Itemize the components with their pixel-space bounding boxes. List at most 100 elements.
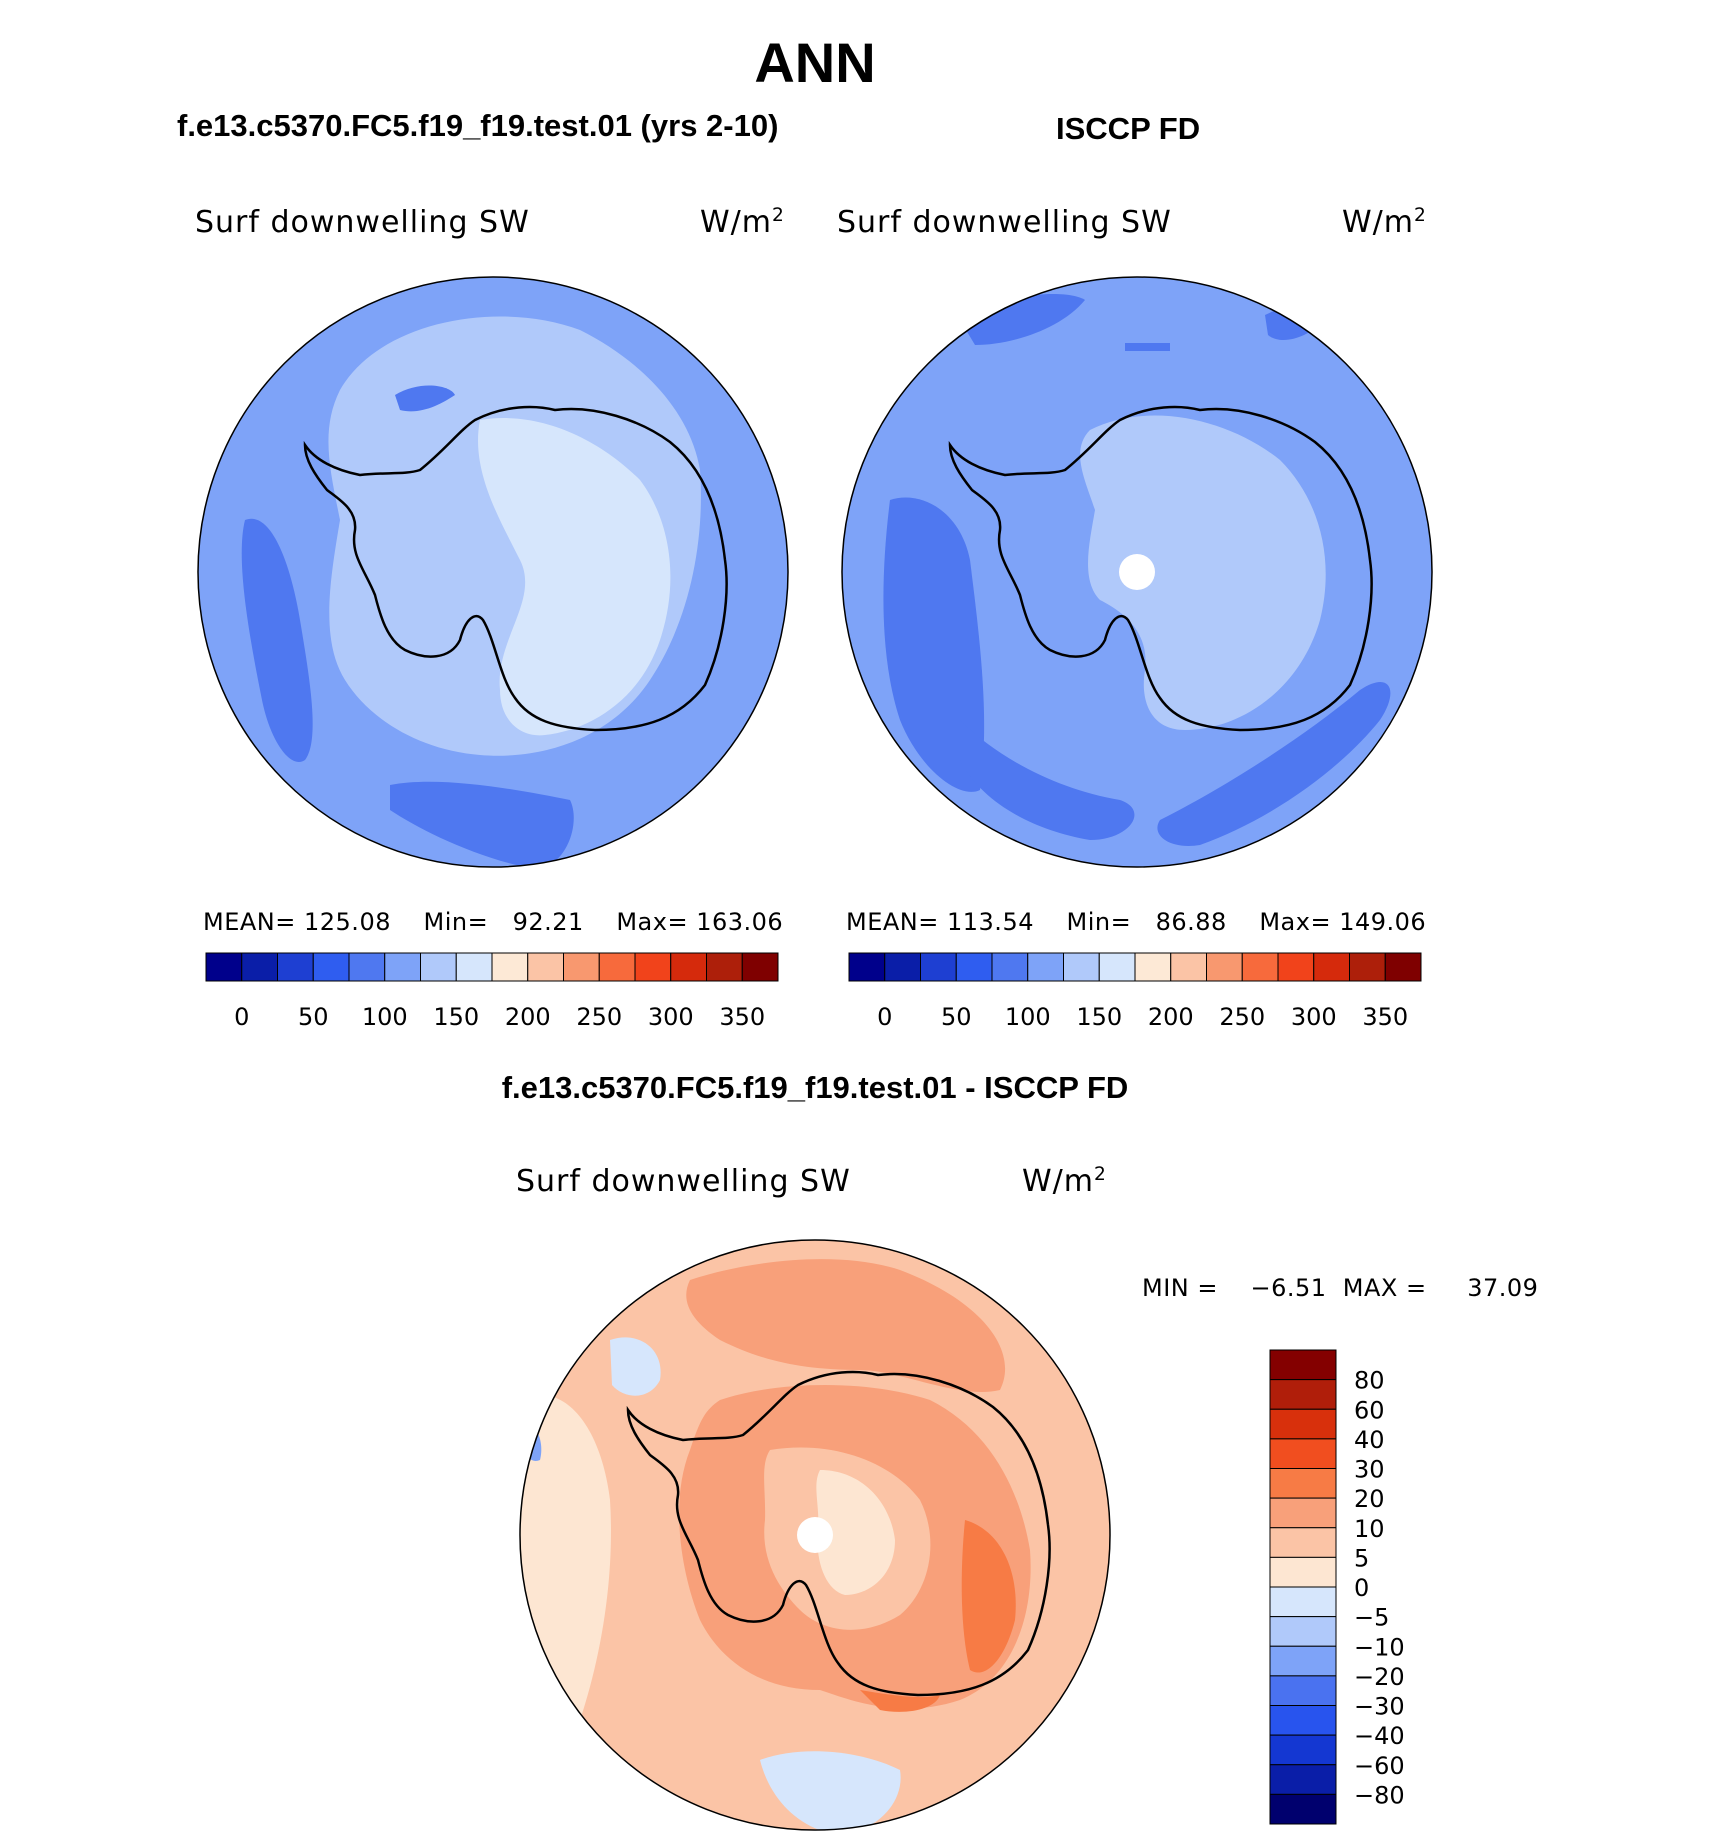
diff-colorbar-label: −40	[1354, 1722, 1405, 1750]
model-colorbar-label: 100	[362, 1003, 408, 1031]
diff-colorbar-label: −5	[1354, 1604, 1389, 1632]
diff-colorbar-box	[1269, 1556, 1337, 1588]
model-colorbar-label: 150	[433, 1003, 479, 1031]
diff-colorbar-box	[1269, 1497, 1337, 1529]
obs-colorbar-label: 150	[1076, 1003, 1122, 1031]
model-colorbar-label: 200	[505, 1003, 551, 1031]
diff-colorbar-label: −20	[1354, 1663, 1405, 1691]
model-colorbar-box	[348, 952, 386, 982]
obs-stats: MEAN= 113.54 Min= 86.88 Max= 149.06	[846, 908, 1427, 936]
model-colorbar-box	[420, 952, 457, 982]
diff-colorbar-label: −80	[1354, 1781, 1405, 1809]
obs-colorbar-label: 50	[941, 1003, 972, 1031]
diff-colorbar-box	[1269, 1734, 1337, 1766]
obs-colorbar-box	[1241, 952, 1279, 982]
obs-colorbar-box	[1384, 952, 1422, 982]
model-map	[197, 276, 789, 868]
diff-colorbar-box	[1269, 1793, 1337, 1825]
diff-colorbar-box	[1269, 1527, 1337, 1558]
diff-colorbar-box	[1269, 1645, 1337, 1677]
diff-colorbar-label: 80	[1354, 1367, 1385, 1395]
diff-panel-title: f.e13.c5370.FC5.f19_f19.test.01 - ISCCP …	[501, 1070, 1129, 1105]
diff-colorbar-box	[1269, 1379, 1337, 1410]
diff-colorbar-label: 0	[1354, 1574, 1369, 1602]
obs-colorbar-box	[991, 952, 1029, 982]
obs-colorbar-box	[1027, 952, 1064, 982]
diff-colorbar-label: 60	[1354, 1396, 1385, 1424]
obs-min: 86.88	[1155, 908, 1227, 936]
obs-colorbar-box	[1206, 952, 1243, 982]
obs-colorbar-label: 0	[877, 1003, 892, 1031]
obs-colorbar-box	[1313, 952, 1350, 982]
season-title: ANN	[754, 31, 876, 94]
model-colorbar-label: 250	[576, 1003, 622, 1031]
obs-variable-label: Surf downwelling SW	[837, 205, 1172, 240]
diff-colorbar-label: −10	[1354, 1633, 1405, 1661]
obs-colorbar-label: 250	[1219, 1003, 1265, 1031]
model-units-label: W/m2	[700, 205, 785, 240]
diff-colorbar-box	[1269, 1675, 1337, 1706]
model-colorbar-box	[312, 952, 350, 982]
model-colorbar-box	[241, 952, 278, 982]
diff-units-label: W/m2	[1022, 1164, 1107, 1199]
model-colorbar-box	[706, 952, 743, 982]
obs-colorbar-box	[884, 952, 921, 982]
obs-mean: 113.54	[947, 908, 1034, 936]
model-colorbar-label: 0	[234, 1003, 249, 1031]
diff-colorbar-label: 30	[1354, 1456, 1385, 1484]
model-colorbar-box	[563, 952, 600, 982]
model-colorbar-box	[527, 952, 564, 982]
model-colorbar-box	[384, 952, 421, 982]
obs-colorbar-box	[955, 952, 993, 982]
diff-map	[519, 1239, 1111, 1831]
model-colorbar-box	[205, 952, 243, 982]
diff-colorbar-box	[1269, 1764, 1337, 1795]
diff-colorbar-box	[1269, 1408, 1337, 1440]
model-colorbar-box	[670, 952, 707, 982]
obs-colorbar-label: 350	[1362, 1003, 1408, 1031]
obs-units-label: W/m2	[1342, 205, 1427, 240]
model-panel-title: f.e13.c5370.FC5.f19_f19.test.01 (yrs 2-1…	[177, 108, 779, 143]
obs-map	[841, 276, 1433, 868]
obs-colorbar-box	[1134, 952, 1172, 982]
model-colorbar-box	[634, 952, 672, 982]
diff-colorbar-label: 5	[1354, 1544, 1369, 1572]
diff-colorbar-box	[1269, 1705, 1337, 1736]
diff-colorbar-box	[1269, 1349, 1337, 1381]
obs-colorbar-box	[1349, 952, 1386, 982]
obs-colorbar-label: 300	[1291, 1003, 1337, 1031]
model-colorbar-box	[741, 952, 779, 982]
diff-colorbar-label: 20	[1354, 1485, 1385, 1513]
obs-panel-title: ISCCP FD	[1056, 111, 1201, 146]
obs-colorbar-label: 100	[1005, 1003, 1051, 1031]
diff-minmax: MIN = −6.51 MAX = 37.09	[1142, 1274, 1539, 1302]
model-colorbar-label: 50	[298, 1003, 329, 1031]
model-colorbar-label: 300	[648, 1003, 694, 1031]
obs-colorbar-box	[1063, 952, 1100, 982]
obs-colorbar-box	[848, 952, 886, 982]
obs-colorbar-label: 200	[1148, 1003, 1194, 1031]
obs-max: 149.06	[1339, 908, 1427, 936]
diff-colorbar-label: −30	[1354, 1693, 1405, 1721]
model-colorbar-box	[598, 952, 636, 982]
obs-colorbar-box	[1170, 952, 1207, 982]
diff-colorbar-label: 40	[1354, 1426, 1385, 1454]
diff-colorbar-box	[1269, 1616, 1337, 1647]
obs-colorbar-box	[920, 952, 957, 982]
model-variable-label: Surf downwelling SW	[195, 205, 530, 240]
model-colorbar-box	[491, 952, 529, 982]
obs-colorbar-box	[1098, 952, 1136, 982]
diff-colorbar-label: 10	[1354, 1515, 1385, 1543]
model-colorbar-box	[455, 952, 493, 982]
obs-colorbar-box	[1277, 952, 1315, 982]
diff-colorbar-box	[1269, 1438, 1337, 1469]
model-stats: MEAN= 125.08 Min= 92.21 Max= 163.06	[203, 908, 784, 936]
model-colorbar-box	[277, 952, 314, 982]
diff-colorbar-box	[1269, 1586, 1337, 1618]
model-min: 92.21	[512, 908, 584, 936]
diff-variable-label: Surf downwelling SW	[516, 1164, 851, 1199]
model-mean: 125.08	[304, 908, 391, 936]
model-max: 163.06	[696, 908, 784, 936]
diff-colorbar-label: −60	[1354, 1752, 1405, 1780]
